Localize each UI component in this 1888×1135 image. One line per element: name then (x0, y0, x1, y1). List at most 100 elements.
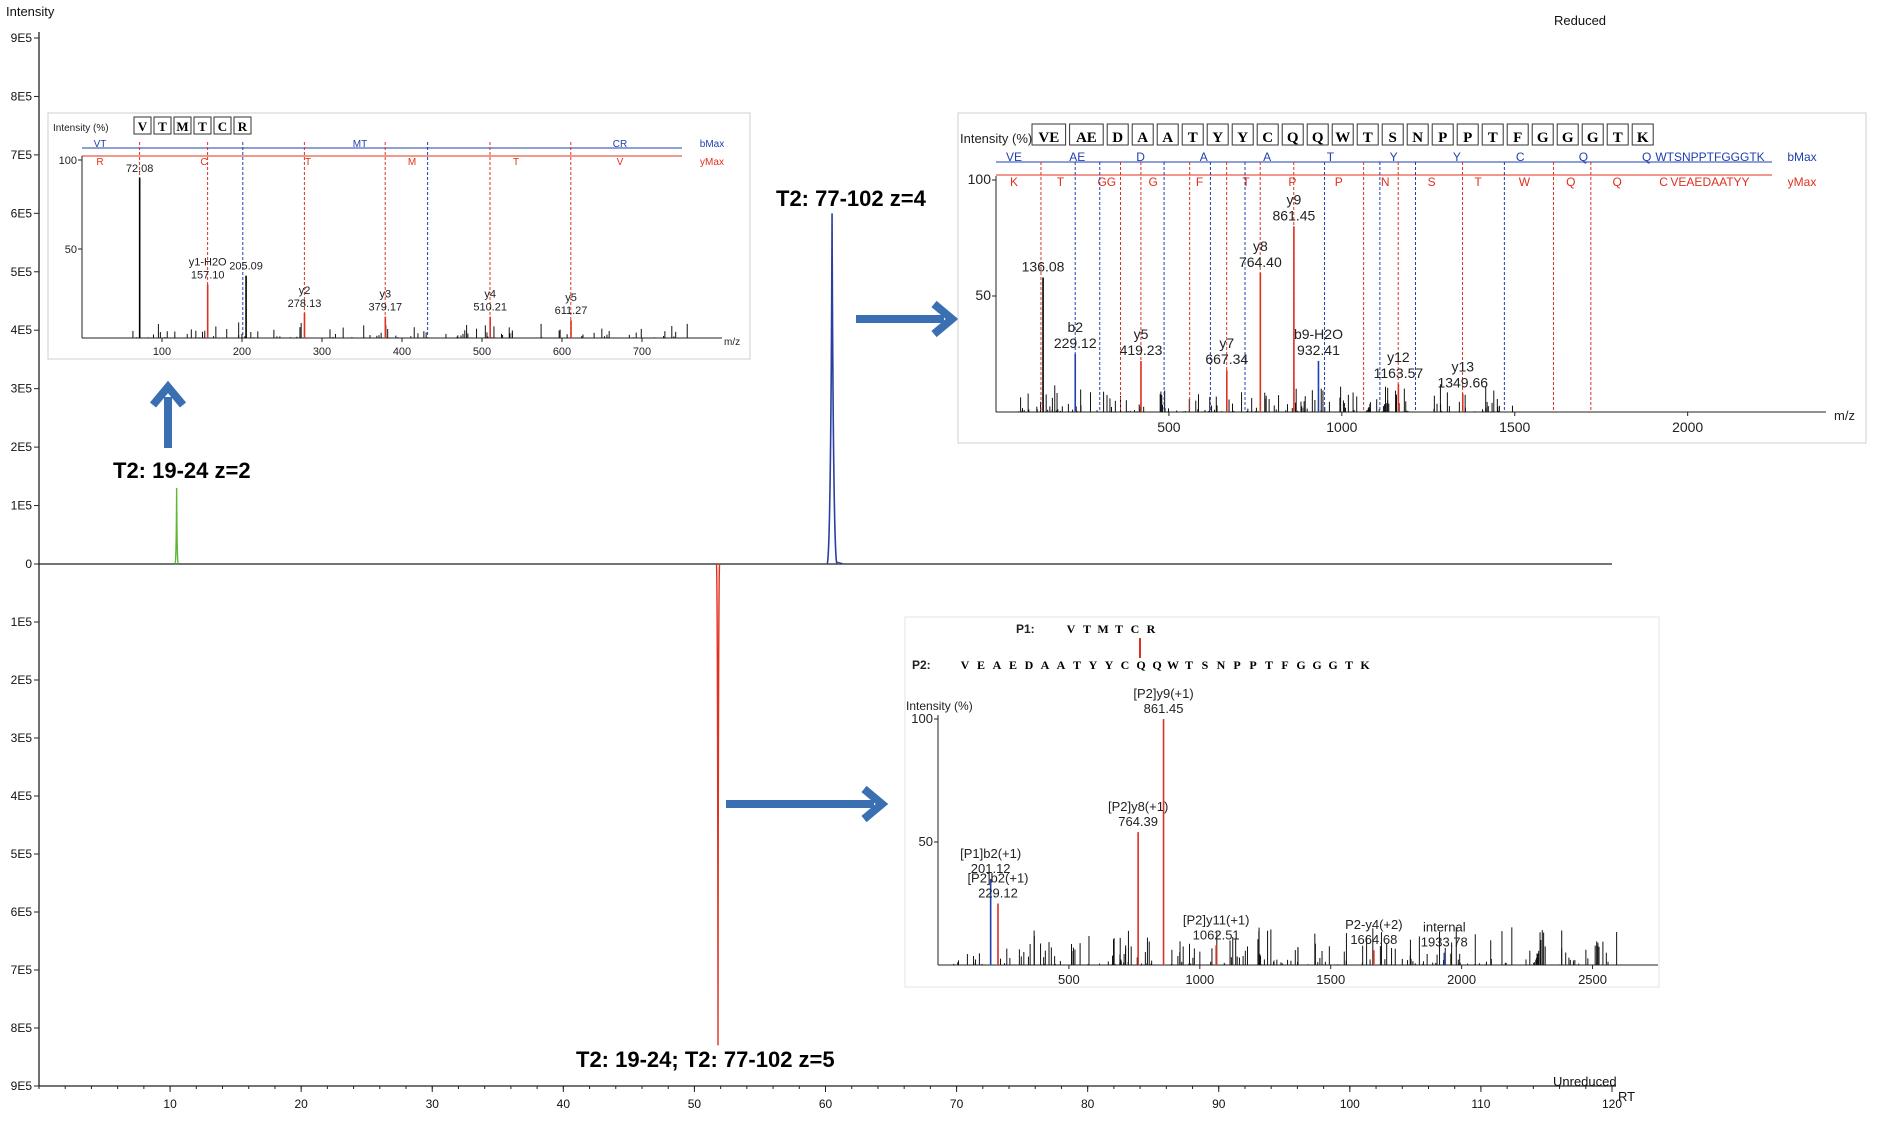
y-ion-label: P (1288, 175, 1296, 189)
spectrum-x-tick-label: 2500 (1578, 972, 1607, 987)
y-ion-label: T (513, 157, 519, 168)
b-ion-label: Q (1579, 150, 1588, 164)
b-ion-label: T (1327, 150, 1335, 164)
inset1-spectrum: 50 100 100 200 300 400 500 600 700 72.08 y1-H2O157… (59, 142, 722, 358)
annotation-19-24: T2: 19-24 z=2 (113, 458, 251, 483)
peak-label: [P1]b2(+1) (960, 846, 1021, 861)
peak-label: b9-H2O (1294, 326, 1343, 342)
peak-label: y8 (1253, 238, 1268, 254)
sequence-residue: E (1009, 658, 1017, 672)
inset3-p2-label: P2: (912, 658, 931, 672)
y-tick-label: 1E5 (11, 615, 33, 629)
b-ion-label: AE (1069, 150, 1085, 164)
y-ion-label: K (1010, 175, 1018, 189)
sequence-residue: R (1147, 622, 1156, 636)
sequence-residue: T (1115, 622, 1123, 636)
b-ion-label: Y (1453, 150, 1461, 164)
x-tick-label: 50 (688, 1097, 702, 1111)
sequence-box (1456, 123, 1479, 146)
peak-label: 861.45 (1273, 207, 1316, 223)
sequence-residue: P (1438, 130, 1447, 146)
sequence-residue: C (1131, 622, 1140, 636)
sequence-box (1069, 123, 1104, 146)
annotation-unreduced: T2: 19-24; T2: 77-102 z=5 (576, 1047, 835, 1072)
peak-label: 157.10 (191, 270, 225, 282)
sequence-box (1481, 123, 1504, 146)
main-chromatogram-peaks (174, 213, 845, 1046)
x-tick-label: 100 (1340, 1097, 1360, 1111)
spectrum-y-tick-label: 100 (968, 171, 992, 187)
sequence-residue: G (1587, 130, 1599, 146)
sequence-residue: Q (1152, 658, 1161, 672)
peak-label: 229.12 (978, 886, 1018, 901)
y-ion-label: G (1149, 175, 1158, 189)
y-tick-label: 8E5 (11, 89, 33, 103)
sequence-box (1206, 123, 1229, 146)
b-ion-label: WTSNPPTFGGGTK (1655, 150, 1764, 164)
y-ion-label: yMax (700, 157, 724, 168)
peak-label: 1349.66 (1437, 374, 1488, 390)
peak-label: 1664.68 (1350, 932, 1397, 947)
y-tick-label: 2E5 (11, 673, 33, 687)
y-tick-label: 4E5 (11, 323, 33, 337)
peak-label: y12 (1387, 349, 1410, 365)
b-ion-label: bMax (700, 139, 724, 150)
sequence-residue: T (1488, 130, 1498, 146)
b-ion-label: CR (613, 139, 627, 150)
main-chromatogram-axes: 9E5 8E5 7E5 6E5 5E5 4E5 3E5 2E5 1E5 0 1E5 2E5 3E5 4E5… (11, 31, 1623, 1111)
y-ion-label: F (1196, 175, 1203, 189)
peak-label: [P2]y8(+1) (1108, 799, 1168, 814)
sequence-box (1256, 123, 1279, 146)
y-tick-label: 3E5 (11, 382, 33, 396)
sequence-residue: A (1137, 130, 1148, 146)
b-ion-label: Y (1390, 150, 1398, 164)
peak-label: 229.12 (1054, 335, 1097, 351)
sequence-residue: Y (1212, 130, 1223, 146)
sequence-residue: K (1360, 658, 1370, 672)
peak-label: b2 (1067, 319, 1083, 335)
y-tick-label: 6E5 (11, 905, 33, 919)
x-tick-label: 110 (1471, 1097, 1490, 1111)
peak-label: y1-H2O (189, 257, 227, 269)
sequence-residue: G (1328, 658, 1337, 672)
spectrum-x-tick-label: 1500 (1316, 972, 1345, 987)
inset-unreduced: P1: P2: V T M T C RV E A E D A A T Y Y C Q Q W T S N P P T F G G G T K… (904, 616, 1660, 988)
spectrum-y-tick-label: 50 (919, 834, 933, 849)
y-ion-label: V (617, 157, 624, 168)
sequence-residue: M (1097, 622, 1108, 636)
sequence-residue: T (198, 119, 207, 134)
y-ion-label: Q (1566, 175, 1575, 189)
sequence-residue: T (1083, 622, 1091, 636)
sequence-residue: N (1217, 658, 1226, 672)
spectrum-x-tick-label: 2000 (1672, 419, 1703, 435)
inset3-ylabel: Intensity (%) (906, 699, 973, 713)
sequence-residue: S (1202, 658, 1209, 672)
inset3-p1-label: P1: (1016, 622, 1035, 636)
spectrum-x-tick-label: 500 (1157, 419, 1181, 435)
sequence-box (1531, 123, 1554, 146)
inset3-sequence: V T M T C RV E A E D A A T Y Y C Q Q W T S N P P T F G G G T K (961, 622, 1371, 672)
sequence-box (1131, 123, 1154, 146)
sequence-residue: P (1249, 658, 1256, 672)
sequence-residue: S (1389, 130, 1397, 146)
spectrum-y-tick-label: 100 (911, 711, 933, 726)
y-tick-label: 5E5 (11, 847, 33, 861)
sequence-residue: AE (1076, 130, 1097, 146)
sequence-residue: T (158, 119, 167, 134)
sequence-residue: M (176, 119, 188, 134)
sequence-box (1556, 123, 1579, 146)
chromatogram-peak (174, 488, 179, 565)
spectrum-x-tick-label: 500 (473, 346, 491, 358)
peak-tail (836, 561, 845, 565)
y-axis-label: Intensity (6, 4, 55, 19)
sequence-residue: Q (1287, 130, 1299, 146)
b-ion-label: A (1263, 150, 1271, 164)
sequence-residue: F (1281, 658, 1288, 672)
peak-label: 201.12 (971, 861, 1011, 876)
arrow-right-reduced (856, 300, 959, 338)
sequence-residue: E (977, 658, 985, 672)
